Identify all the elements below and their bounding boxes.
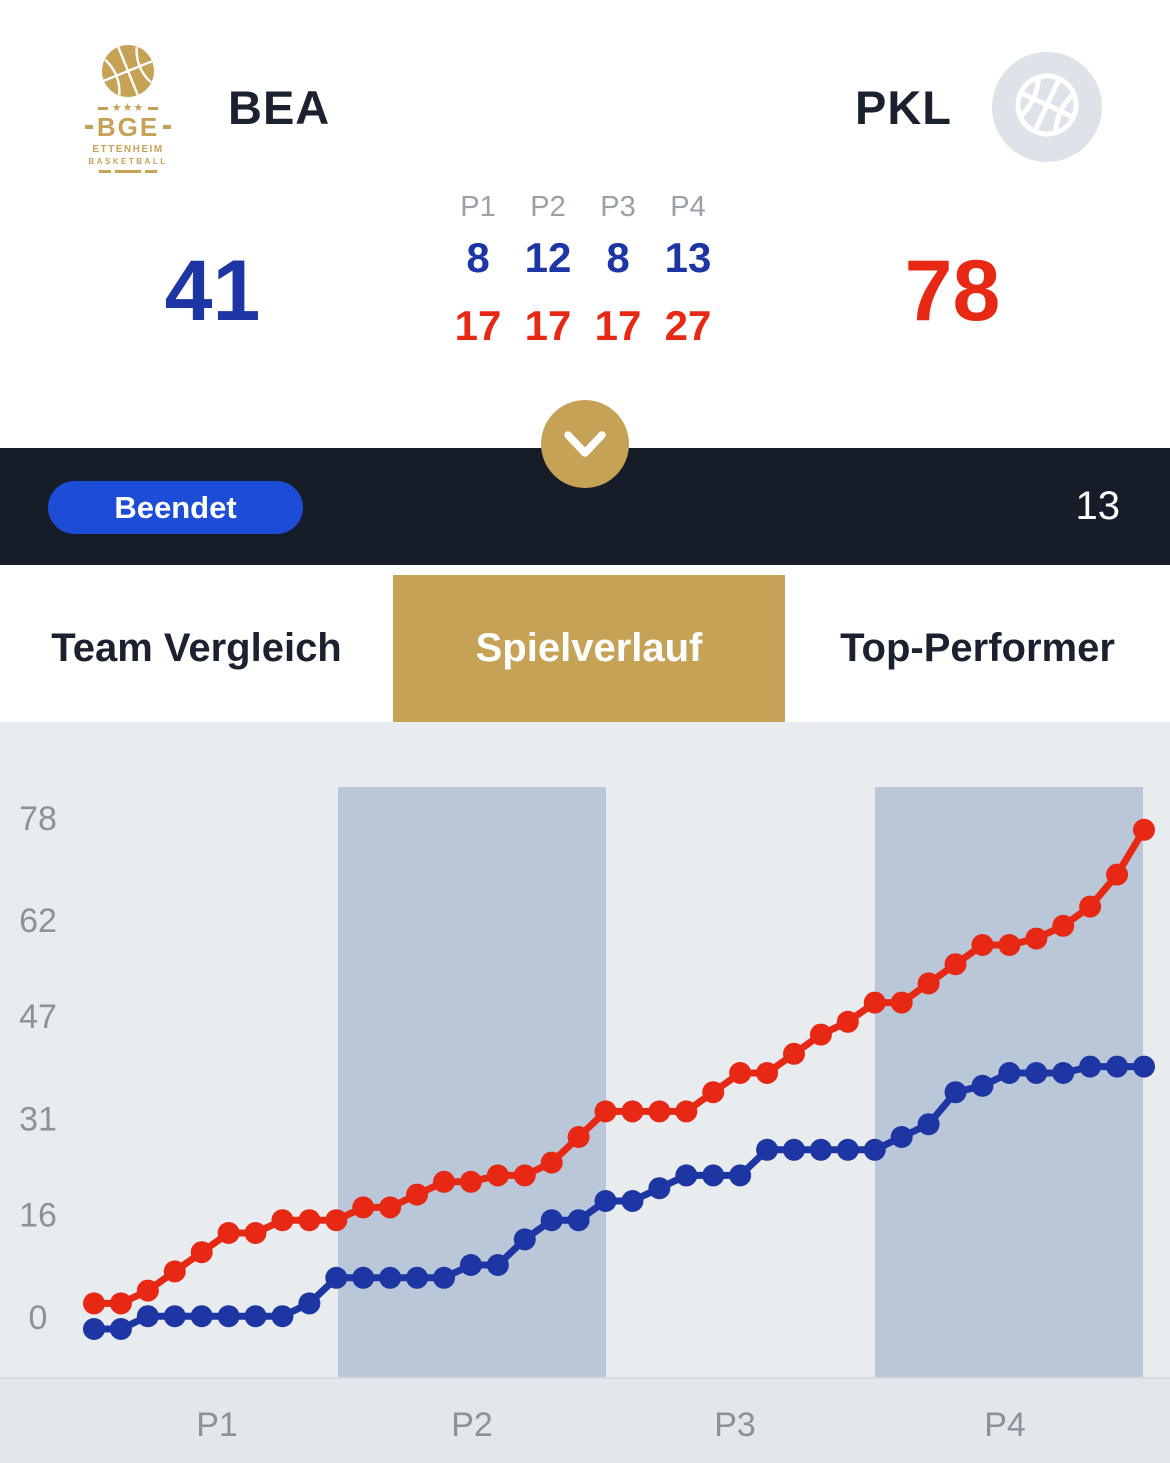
away-quarter-value: 17 xyxy=(594,302,642,349)
away-quarter-value: 27 xyxy=(664,302,712,349)
home-total-score: 41 xyxy=(164,243,261,339)
svg-text:47: 47 xyxy=(19,998,57,1036)
collapse-scoreboard-button[interactable] xyxy=(541,400,629,488)
svg-text:P2: P2 xyxy=(451,1406,493,1444)
logo-dash xyxy=(99,170,111,173)
quarter-header-row: P1 P2 P3 P4 xyxy=(443,190,723,224)
svg-text:31: 31 xyxy=(19,1101,57,1139)
away-team-logo xyxy=(992,52,1102,162)
home-quarter-row: 8 12 8 13 xyxy=(443,234,723,282)
logo-dash xyxy=(97,107,108,110)
tab-team-vergleich[interactable]: Team Vergleich xyxy=(51,626,342,670)
away-quarter-row: 17 17 17 27 xyxy=(443,302,723,350)
svg-text:0: 0 xyxy=(29,1299,48,1337)
score-progression-chart: 0 16 31 47 62 78 P1 P2 P3 P4 xyxy=(0,722,1170,1463)
away-team-code: PKL xyxy=(855,81,952,134)
away-total-score: 78 xyxy=(904,243,1001,339)
home-team-logo: ★★★ BGE ETTENHEIM BASKETBALL xyxy=(84,44,172,173)
home-quarter-value: 8 xyxy=(606,234,630,281)
match-header: ★★★ BGE ETTENHEIM BASKETBALL BEA PKL xyxy=(0,0,1170,448)
away-quarter-value: 17 xyxy=(454,302,502,349)
status-right-value: 13 xyxy=(1075,484,1121,528)
quarter-label: P4 xyxy=(670,191,706,223)
svg-text:62: 62 xyxy=(19,902,57,940)
logo-dash xyxy=(148,107,159,110)
home-quarter-value: 12 xyxy=(524,234,572,281)
tab-bar: Team Vergleich Spielverlauf Top-Performe… xyxy=(0,565,1170,722)
svg-text:P1: P1 xyxy=(196,1406,238,1444)
logo-stars: ★★★ xyxy=(111,102,145,114)
logo-subtext-2: BASKETBALL xyxy=(88,157,168,166)
tab-top-performer[interactable]: Top-Performer xyxy=(840,626,1115,670)
logo-dash xyxy=(145,170,157,173)
svg-text:P4: P4 xyxy=(984,1406,1026,1444)
logo-dash xyxy=(84,125,93,129)
tab-spielverlauf[interactable]: Spielverlauf xyxy=(393,575,785,722)
home-quarter-value: 8 xyxy=(466,234,490,281)
svg-text:16: 16 xyxy=(19,1197,57,1235)
quarter-label: P2 xyxy=(530,191,566,223)
quarter-label: P3 xyxy=(600,191,636,223)
line-chart: 0 16 31 47 62 78 P1 P2 P3 P4 xyxy=(0,722,1170,1463)
svg-text:P3: P3 xyxy=(714,1406,756,1444)
logo-dash xyxy=(163,125,172,129)
status-badge: Beendet xyxy=(48,481,303,534)
away-quarter-value: 17 xyxy=(524,302,572,349)
chevron-down-icon xyxy=(542,400,628,489)
logo-subtext-1: ETTENHEIM xyxy=(92,144,164,155)
home-logo-basketball-icon xyxy=(101,44,155,103)
logo-text: BGE xyxy=(96,112,160,142)
svg-text:78: 78 xyxy=(19,800,57,838)
quarter-label: P1 xyxy=(460,191,496,223)
away-logo-basketball-icon xyxy=(1011,69,1083,146)
logo-dash xyxy=(115,170,141,173)
home-quarter-value: 13 xyxy=(664,234,712,281)
home-team-code: BEA xyxy=(228,81,331,134)
